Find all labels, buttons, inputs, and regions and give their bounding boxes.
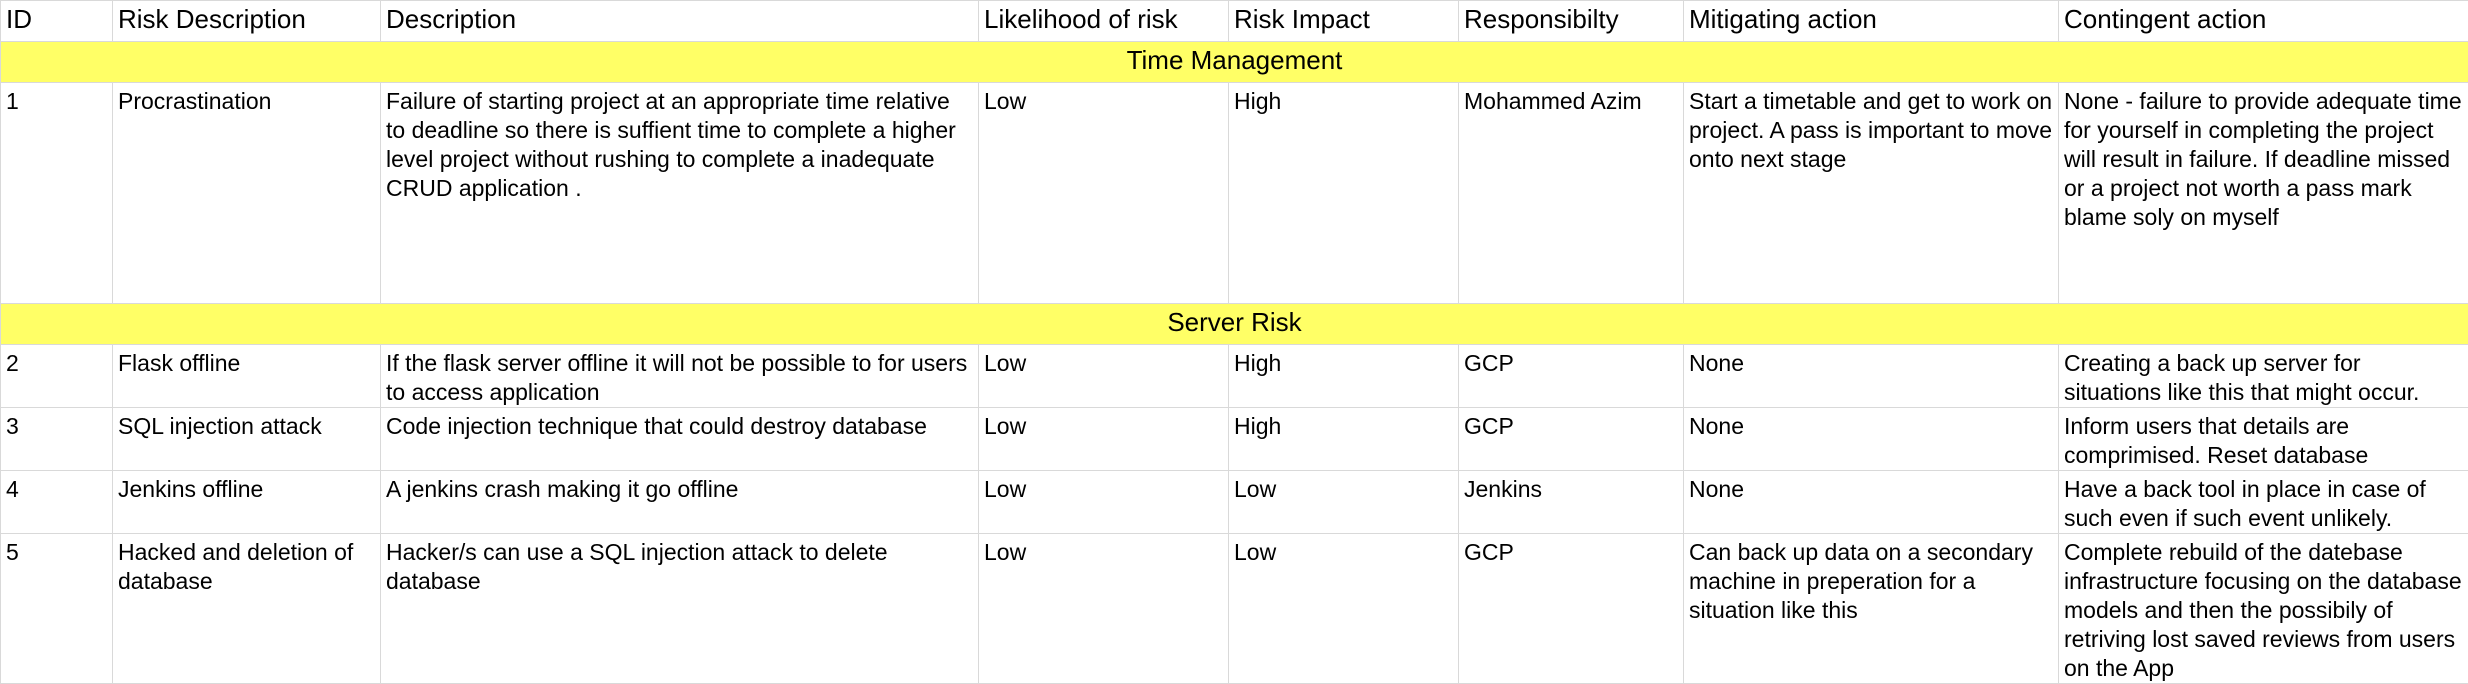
table-row: 2 Flask offline If the flask server offl… <box>1 345 2468 408</box>
header-cell-responsibility[interactable]: Responsibilty <box>1459 1 1684 42</box>
table-row: 4 Jenkins offline A jenkins crash making… <box>1 471 2468 534</box>
cell-description[interactable]: Hacker/s can use a SQL injection attack … <box>381 534 979 684</box>
cell-impact[interactable]: Low <box>1229 534 1459 684</box>
header-cell-description[interactable]: Description <box>381 1 979 42</box>
cell-mitigating[interactable]: None <box>1684 471 2059 534</box>
cell-likelihood[interactable]: Low <box>979 471 1229 534</box>
header-cell-impact[interactable]: Risk Impact <box>1229 1 1459 42</box>
header-cell-contingent[interactable]: Contingent action <box>2059 1 2468 42</box>
cell-mitigating[interactable]: None <box>1684 345 2059 408</box>
cell-likelihood[interactable]: Low <box>979 408 1229 471</box>
header-cell-id[interactable]: ID <box>1 1 113 42</box>
cell-likelihood[interactable]: Low <box>979 345 1229 408</box>
header-cell-risk-description[interactable]: Risk Description <box>113 1 381 42</box>
cell-description[interactable]: Code injection technique that could dest… <box>381 408 979 471</box>
cell-risk[interactable]: SQL injection attack <box>113 408 381 471</box>
cell-impact[interactable]: Low <box>1229 471 1459 534</box>
cell-contingent[interactable]: Creating a back up server for situations… <box>2059 345 2468 408</box>
cell-id[interactable]: 4 <box>1 471 113 534</box>
cell-responsibility[interactable]: GCP <box>1459 345 1684 408</box>
cell-description[interactable]: A jenkins crash making it go offline <box>381 471 979 534</box>
cell-id[interactable]: 1 <box>1 83 113 304</box>
cell-likelihood[interactable]: Low <box>979 83 1229 304</box>
cell-risk[interactable]: Hacked and deletion of database <box>113 534 381 684</box>
table-row: 3 SQL injection attack Code injection te… <box>1 408 2468 471</box>
cell-contingent[interactable]: Inform users that details are comprimise… <box>2059 408 2468 471</box>
table-row: 5 Hacked and deletion of database Hacker… <box>1 534 2468 684</box>
header-cell-likelihood[interactable]: Likelihood of risk <box>979 1 1229 42</box>
table-row: 1 Procrastination Failure of starting pr… <box>1 83 2468 304</box>
cell-impact[interactable]: High <box>1229 408 1459 471</box>
cell-id[interactable]: 3 <box>1 408 113 471</box>
cell-contingent[interactable]: None - failure to provide adequate time … <box>2059 83 2468 304</box>
cell-impact[interactable]: High <box>1229 83 1459 304</box>
cell-responsibility[interactable]: Mohammed Azim <box>1459 83 1684 304</box>
cell-description[interactable]: Failure of starting project at an approp… <box>381 83 979 304</box>
header-row: ID Risk Description Description Likeliho… <box>1 1 2468 42</box>
cell-responsibility[interactable]: Jenkins <box>1459 471 1684 534</box>
cell-likelihood[interactable]: Low <box>979 534 1229 684</box>
cell-responsibility[interactable]: GCP <box>1459 534 1684 684</box>
cell-contingent[interactable]: Complete rebuild of the datebase infrast… <box>2059 534 2468 684</box>
section-title[interactable]: Server Risk <box>1 304 2468 345</box>
cell-mitigating[interactable]: None <box>1684 408 2059 471</box>
cell-description[interactable]: If the flask server offline it will not … <box>381 345 979 408</box>
cell-contingent[interactable]: Have a back tool in place in case of suc… <box>2059 471 2468 534</box>
cell-mitigating[interactable]: Start a timetable and get to work on pro… <box>1684 83 2059 304</box>
cell-risk[interactable]: Flask offline <box>113 345 381 408</box>
section-row-server-risk: Server Risk <box>1 304 2468 345</box>
cell-impact[interactable]: High <box>1229 345 1459 408</box>
header-cell-mitigating[interactable]: Mitigating action <box>1684 1 2059 42</box>
cell-responsibility[interactable]: GCP <box>1459 408 1684 471</box>
cell-id[interactable]: 2 <box>1 345 113 408</box>
cell-risk[interactable]: Jenkins offline <box>113 471 381 534</box>
section-title[interactable]: Time Management <box>1 42 2468 83</box>
cell-id[interactable]: 5 <box>1 534 113 684</box>
cell-risk[interactable]: Procrastination <box>113 83 381 304</box>
cell-mitigating[interactable]: Can back up data on a secondary machine … <box>1684 534 2059 684</box>
section-row-time-management: Time Management <box>1 42 2468 83</box>
